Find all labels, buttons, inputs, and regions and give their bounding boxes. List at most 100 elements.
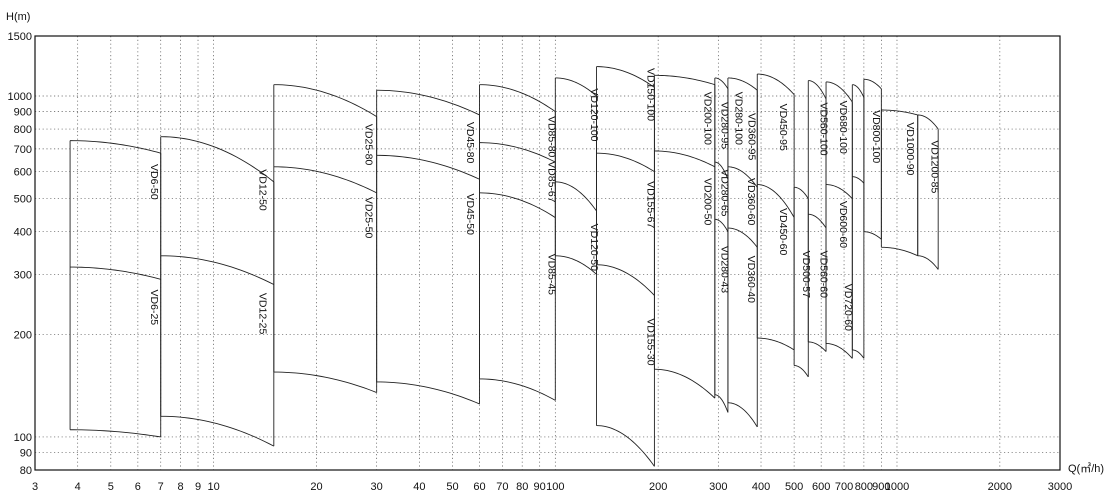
x-tick-label: 100 — [546, 481, 564, 493]
x-tick-label: 2000 — [988, 481, 1012, 493]
y-tick-label: 800 — [14, 124, 32, 136]
x-tick-label: 500 — [785, 481, 803, 493]
pump-model-label: VD720-60 — [842, 284, 854, 331]
y-tick-label: 100 — [14, 432, 32, 444]
head-curve — [376, 89, 480, 116]
x-tick-label: 1000 — [885, 481, 909, 493]
head-curve — [654, 150, 716, 168]
x-tick-label: 700 — [835, 481, 853, 493]
x-axis-label: Q(㎥/h) — [1068, 462, 1104, 475]
pump-model-label: VD280-43 — [718, 246, 730, 293]
head-curve — [881, 109, 918, 116]
head-curve — [273, 166, 377, 194]
x-tick-label: 900 — [872, 481, 890, 493]
y-axis-label: H(m) — [6, 11, 30, 23]
head-curve — [727, 166, 758, 188]
pump-model-label: VD800-100 — [870, 110, 882, 163]
head-curve — [808, 341, 827, 352]
y-tick-label: 600 — [14, 167, 32, 179]
pump-model-label: VD360-95 — [745, 113, 757, 160]
head-curve — [479, 192, 556, 218]
y-tick-label: 1000 — [8, 91, 32, 103]
head-curve — [808, 213, 827, 229]
plot-frame — [34, 35, 1061, 471]
head-curve — [555, 255, 597, 275]
pump-model-label: VD120-50 — [588, 224, 600, 271]
x-tick-label: 5 — [108, 481, 114, 493]
pump-model-label: VD155-30 — [644, 318, 656, 365]
head-curve — [654, 368, 716, 399]
pump-model-label: VD45-80 — [464, 122, 476, 164]
head-curve — [881, 246, 918, 257]
head-curve — [863, 231, 882, 240]
pump-band: VD450-95 VD450-60 — [756, 73, 795, 351]
head-curve — [757, 184, 795, 218]
pump-model-label: VD45-50 — [464, 194, 476, 236]
pump-model-label: VD155-67 — [644, 181, 656, 228]
head-curve — [714, 161, 729, 180]
pump-model-label: VD25-80 — [362, 124, 374, 166]
head-curve — [826, 184, 853, 199]
pump-band: VD680-100 VD600-60 VD720-60 — [825, 81, 854, 359]
pump-band: VD800-100 — [863, 78, 882, 240]
head-curve — [917, 114, 939, 130]
head-curve — [70, 266, 161, 280]
x-tick-label: 60 — [473, 481, 485, 493]
pump-band: VD1000-90 — [880, 109, 919, 257]
head-curve — [852, 84, 865, 98]
head-curve — [727, 227, 758, 248]
head-curve — [852, 176, 865, 184]
x-tick-label: 10 — [208, 481, 220, 493]
y-tick-label: 300 — [14, 269, 32, 281]
pump-band: VD200-100 VD200-50 — [653, 74, 716, 399]
pump-model-label: VD25-50 — [362, 197, 374, 239]
pump-model-label: VD560-60 — [818, 251, 830, 298]
head-curve — [654, 74, 715, 86]
pump-model-label: VD500-57 — [800, 251, 812, 298]
x-tick-label: 600 — [812, 481, 830, 493]
head-curve — [555, 181, 597, 212]
head-curve — [376, 381, 480, 405]
x-tick-label: 7 — [158, 481, 164, 493]
x-tick-label: 3 — [32, 481, 38, 493]
pump-model-label: VD560-100 — [818, 103, 830, 156]
x-tick-label: 20 — [310, 481, 322, 493]
head-curve — [70, 429, 161, 438]
pump-band: VD120-100 VD120-50 — [554, 77, 600, 275]
head-curve — [863, 78, 882, 90]
x-tick-label: 400 — [752, 481, 770, 493]
head-curve — [727, 77, 758, 91]
head-curve — [794, 186, 809, 199]
head-curve — [70, 140, 161, 154]
head-curve — [714, 394, 729, 413]
head-curve — [160, 415, 275, 447]
x-tick-label: 4 — [75, 481, 81, 493]
pump-model-label: VD450-60 — [777, 208, 789, 255]
x-tick-labels: 3 4 5 6 7 8 9 10 20 30 40 50 60 70 80 90 100 200 300 400 500… — [32, 481, 1072, 493]
pump-band: VD25-80 VD25-50 — [273, 84, 378, 393]
pump-model-label: VD280-65 — [718, 169, 730, 216]
pump-model-label: VD280-100 — [733, 92, 745, 145]
pump-model-label: VD1200-85 — [928, 140, 940, 193]
head-curve — [596, 152, 655, 173]
head-curve — [808, 80, 827, 100]
pump-model-label: VD120-100 — [588, 88, 600, 141]
pump-band: VD6-50 VD6-25 — [69, 140, 162, 438]
head-curve — [852, 349, 865, 359]
x-tick-label: 6 — [135, 481, 141, 493]
pump-model-label: VD360-60 — [745, 178, 757, 225]
x-tick-label: 9 — [195, 481, 201, 493]
x-tick-label: 90 — [534, 481, 546, 493]
y-tick-label: 500 — [14, 194, 32, 206]
pump-model-label: VD12-25 — [256, 293, 268, 335]
pump-model-label: VD150-100 — [644, 68, 656, 121]
y-tick-labels: 80 90 100 200 300 400 500 600 700 800 900 1000 1500 — [8, 31, 32, 477]
head-curve — [794, 365, 809, 378]
x-tick-label: 3000 — [1048, 481, 1072, 493]
head-curve — [826, 81, 853, 103]
y-tick-label: 90 — [20, 448, 32, 460]
pump-band: VD150-100 VD155-67 VD155-30 — [596, 66, 656, 467]
head-curve — [596, 425, 655, 467]
x-tick-label: 50 — [446, 481, 458, 493]
